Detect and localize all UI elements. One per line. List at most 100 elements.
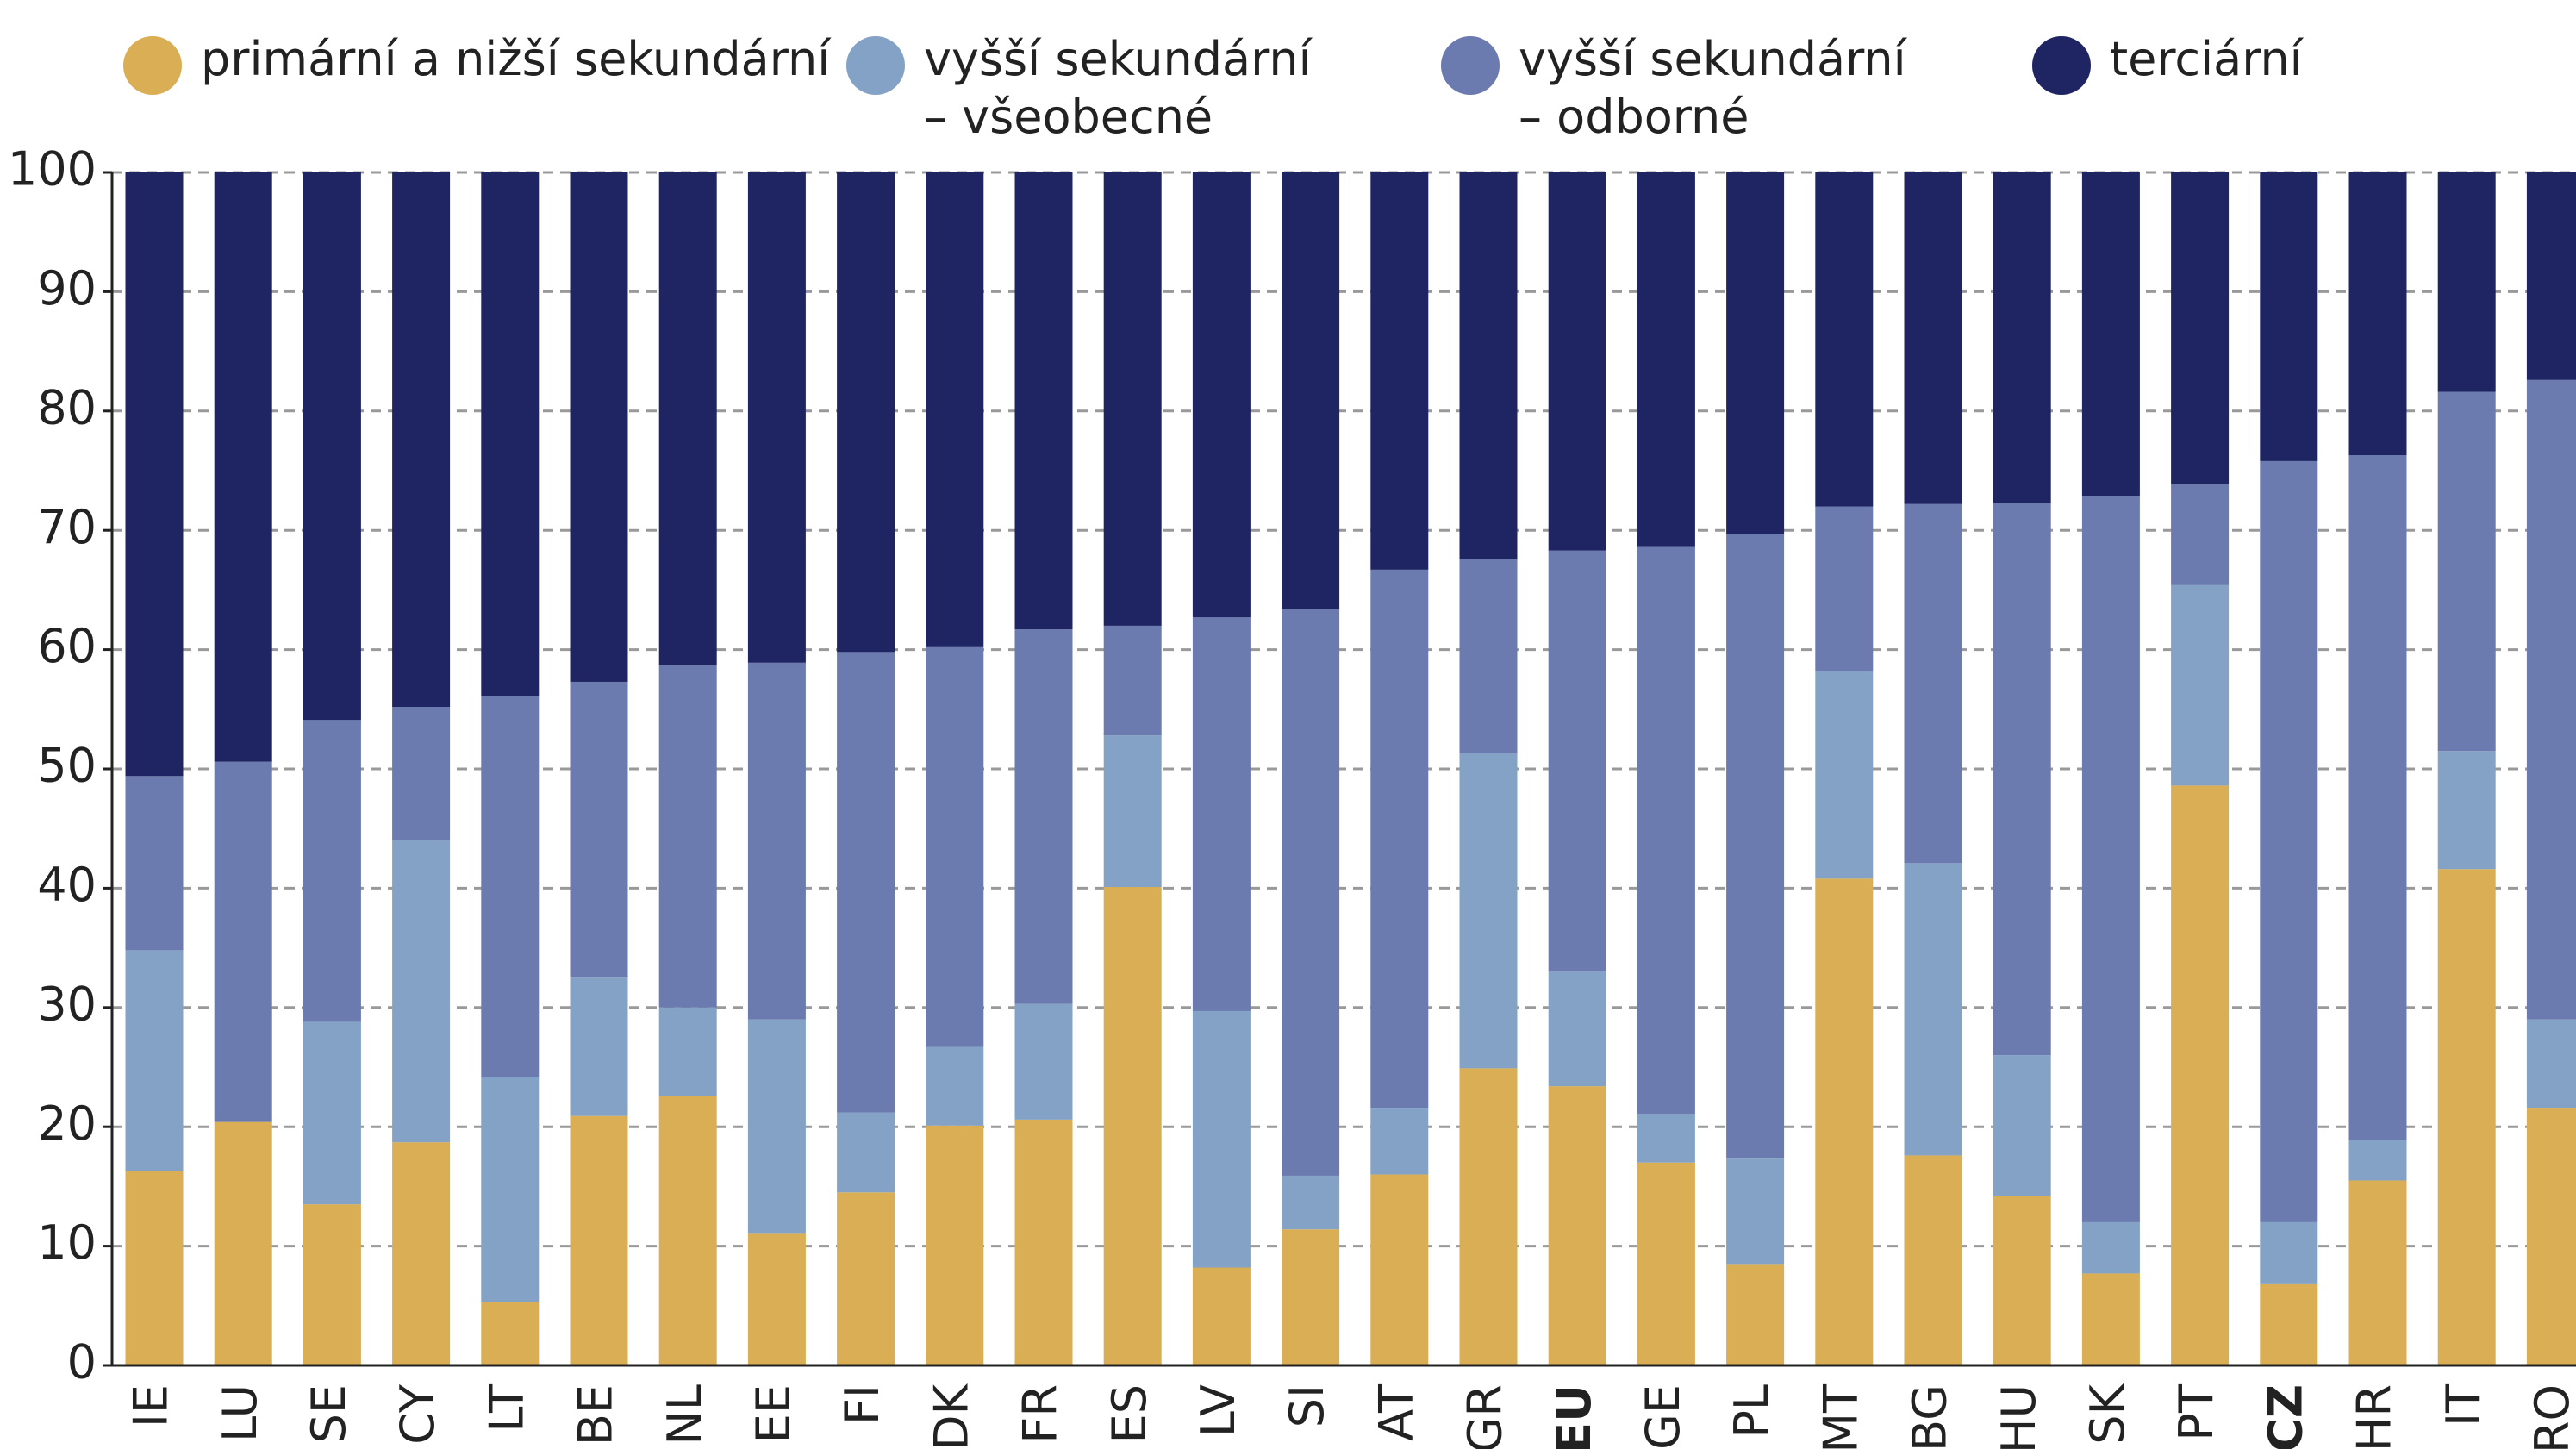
bar-segment bbox=[1637, 1113, 1695, 1163]
bar-segment bbox=[1815, 878, 1874, 1365]
legend-label: vyšší sekundární – všeobecné bbox=[924, 32, 1313, 144]
bar-segment bbox=[1904, 172, 1962, 504]
bar-segment bbox=[747, 1019, 806, 1234]
bar-segment bbox=[1904, 503, 1962, 864]
y-tick-label: 10 bbox=[37, 1215, 97, 1270]
legend-swatch bbox=[123, 36, 182, 95]
bar-segment bbox=[1726, 172, 1785, 534]
y-tick-label: 60 bbox=[37, 619, 97, 673]
bar-segment bbox=[1459, 1068, 1518, 1365]
bar-segment bbox=[1014, 629, 1073, 1004]
y-tick-label: 40 bbox=[37, 858, 97, 912]
bar-segment bbox=[1637, 1162, 1695, 1365]
bar-segment bbox=[481, 1077, 540, 1302]
bar-segment bbox=[125, 1171, 184, 1365]
bar-segment bbox=[1548, 172, 1606, 551]
bar-segment bbox=[2260, 1221, 2318, 1284]
bar-segment bbox=[747, 172, 806, 663]
bar-segment bbox=[392, 1142, 451, 1365]
x-tick-label: DK bbox=[924, 1383, 978, 1449]
bar-segment bbox=[392, 172, 451, 708]
bar-segment bbox=[1548, 971, 1606, 1087]
bar-segment bbox=[2348, 172, 2407, 456]
bar-segment bbox=[1993, 1196, 2051, 1365]
bar-segment bbox=[1637, 172, 1695, 547]
bar-segment bbox=[481, 1302, 540, 1365]
bar-segment bbox=[747, 1233, 806, 1365]
bar-segment bbox=[1192, 172, 1251, 618]
bar-segment bbox=[926, 1125, 984, 1365]
bar-segment bbox=[303, 172, 361, 721]
bar-segment bbox=[214, 1121, 272, 1365]
bar-segment bbox=[658, 172, 717, 665]
bar-segment bbox=[1993, 1055, 2051, 1196]
y-tick-label: 20 bbox=[37, 1096, 97, 1151]
bar-segment bbox=[1904, 1155, 1962, 1365]
bar-segment bbox=[2081, 1273, 2140, 1365]
bar-segment bbox=[481, 172, 540, 696]
bar-segment bbox=[570, 1115, 628, 1365]
bar-segment bbox=[837, 1192, 895, 1365]
bar-segment bbox=[2260, 1283, 2318, 1365]
bar-segment bbox=[214, 761, 272, 1122]
bar-segment bbox=[926, 172, 984, 647]
bar-segment bbox=[392, 707, 451, 841]
bar-segment bbox=[570, 681, 628, 978]
bar-segment bbox=[570, 977, 628, 1116]
bar-segment bbox=[747, 662, 806, 1020]
legend-label: primární a nižší sekundární bbox=[201, 32, 832, 86]
bar-segment bbox=[837, 172, 895, 653]
x-tick-label: SI bbox=[1280, 1384, 1334, 1427]
bar-segment bbox=[658, 1096, 717, 1365]
bar-segment bbox=[1192, 1267, 1251, 1365]
bar-segment bbox=[303, 720, 361, 1022]
x-tick-label: BG bbox=[1903, 1384, 1957, 1449]
bar-segment bbox=[125, 776, 184, 951]
bar-segment bbox=[2171, 172, 2230, 484]
bar-segment bbox=[1282, 1229, 1340, 1365]
bar-segment bbox=[2260, 172, 2318, 461]
y-tick-label: 0 bbox=[67, 1335, 97, 1390]
bar-segment bbox=[1726, 534, 1785, 1159]
bar-segment bbox=[1993, 172, 2051, 503]
y-tick-label: 90 bbox=[37, 261, 97, 315]
bar-segment bbox=[2526, 1019, 2576, 1109]
bars bbox=[125, 172, 2576, 1365]
bar-segment bbox=[837, 1112, 895, 1193]
x-tick-label: ES bbox=[1102, 1384, 1157, 1443]
legend-label: vyšší sekundární – odborné bbox=[1519, 32, 1908, 144]
bar-segment bbox=[1103, 887, 1162, 1365]
bar-segment bbox=[2081, 172, 2140, 497]
bar-segment bbox=[214, 172, 272, 762]
bar-segment bbox=[481, 696, 540, 1077]
bar-segment bbox=[2081, 1221, 2140, 1274]
bar-segment bbox=[1370, 172, 1429, 570]
bar-segment bbox=[2526, 1108, 2576, 1365]
bar-segment bbox=[392, 840, 451, 1143]
bar-segment bbox=[570, 172, 628, 682]
bar-segment bbox=[2526, 379, 2576, 1020]
y-tick-label: 30 bbox=[37, 977, 97, 1031]
bar-segment bbox=[1993, 503, 2051, 1056]
bar-segment bbox=[1282, 1175, 1340, 1230]
x-tick-label: RO bbox=[2525, 1384, 2576, 1449]
bar-segment bbox=[2437, 751, 2496, 870]
bar-segment bbox=[2171, 484, 2230, 585]
bar-segment bbox=[2437, 391, 2496, 752]
x-tick-label: PT bbox=[2169, 1383, 2224, 1441]
x-tick-label: IE bbox=[124, 1384, 178, 1427]
bar-segment bbox=[2348, 1140, 2407, 1181]
bar-segment bbox=[125, 172, 184, 777]
y-tick-label: 80 bbox=[37, 380, 97, 434]
bar-segment bbox=[1103, 625, 1162, 736]
legend-swatch bbox=[2032, 36, 2091, 95]
legend-swatch bbox=[846, 36, 905, 95]
bar-segment bbox=[1726, 1264, 1785, 1365]
bar-segment bbox=[658, 665, 717, 1008]
x-tick-label: AT bbox=[1369, 1383, 1423, 1441]
bar-segment bbox=[837, 652, 895, 1113]
bar-segment bbox=[1815, 172, 1874, 507]
legend-swatch bbox=[1441, 36, 1500, 95]
x-tick-label: LV bbox=[1191, 1384, 1245, 1437]
x-tick-label: HU bbox=[1992, 1384, 2046, 1449]
